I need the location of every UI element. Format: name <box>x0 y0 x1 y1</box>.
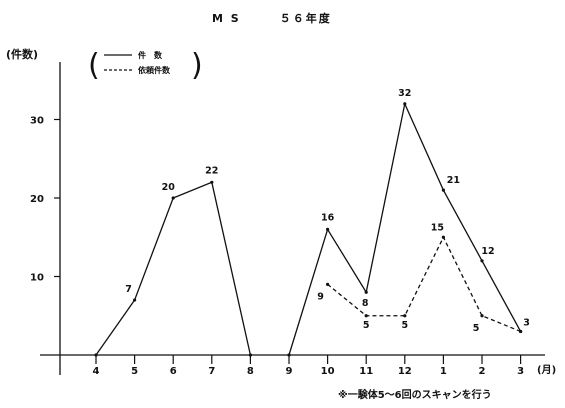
legend-label-requests: 依頼件数 <box>138 65 171 75</box>
series-cases-point <box>210 180 214 184</box>
y-tick-label: 30 <box>30 116 44 127</box>
series-layer <box>94 101 523 357</box>
y-axis-label: (件数) <box>6 47 38 61</box>
data-label-requests: 5 <box>401 320 408 331</box>
series-requests-point <box>480 314 484 318</box>
x-tick-label: 8 <box>247 366 254 377</box>
data-label-requests: 5 <box>473 323 480 334</box>
series-requests-point <box>441 235 445 239</box>
legend-bracket-left: ( <box>88 48 100 83</box>
x-tick-label: 1 <box>440 366 447 377</box>
x-tick-label: 11 <box>359 366 373 377</box>
data-label-cases: 7 <box>125 284 132 295</box>
series-cases-point <box>326 227 330 231</box>
series-cases-point <box>403 102 407 106</box>
series-cases-point <box>133 298 137 302</box>
x-axis-unit-label: (月) <box>537 364 556 376</box>
data-label-cases: 22 <box>205 165 218 176</box>
data-label-requests: 15 <box>431 222 444 233</box>
x-tick-label: 5 <box>131 366 138 377</box>
series-cases-point <box>441 188 445 192</box>
data-label-cases: 21 <box>447 175 460 186</box>
legend-bracket-right: ) <box>191 48 203 83</box>
series-cases-point <box>364 290 368 294</box>
series-cases-point <box>287 353 291 357</box>
footnote: ※一験体5～6回のスキャンを行う <box>338 388 492 401</box>
x-tick-label: 3 <box>517 366 524 377</box>
data-labels: 7 20 22 16 8 32 21 12 3 9 5 5 15 5 <box>125 88 530 334</box>
data-label-requests: 5 <box>363 320 370 331</box>
data-label-cases: 3 <box>523 317 530 328</box>
y-tick-label: 20 <box>30 194 44 205</box>
x-tick-label: 10 <box>321 366 335 377</box>
series-requests-point <box>364 314 368 318</box>
series-cases-point <box>94 353 98 357</box>
series-cases-line <box>95 181 252 356</box>
series-requests-point <box>326 282 330 286</box>
data-label-cases: 12 <box>481 246 494 257</box>
series-cases-point <box>171 196 175 200</box>
x-tick-label: 4 <box>93 366 100 377</box>
x-tick-label: 12 <box>398 366 412 377</box>
series-requests-point <box>403 314 407 318</box>
x-tick-label: 2 <box>479 366 486 377</box>
legend: ( 件 数 依頼件数 ) <box>88 48 203 83</box>
chart-title: M S ５６年度 <box>212 11 332 25</box>
data-label-requests: 9 <box>317 291 324 302</box>
x-tick-label: 7 <box>208 366 215 377</box>
y-tick-label: 10 <box>30 273 44 284</box>
data-label-cases: 20 <box>162 182 176 193</box>
data-label-cases: 16 <box>321 212 335 223</box>
series-cases-point <box>480 259 484 263</box>
data-label-cases: 8 <box>362 298 369 309</box>
data-label-cases: 32 <box>398 88 411 99</box>
series-cases-point <box>248 353 252 357</box>
legend-label-cases: 件 数 <box>138 50 163 60</box>
x-tick-label: 6 <box>170 366 177 377</box>
series-requests-point <box>519 329 523 334</box>
x-tick-label: 9 <box>286 366 293 377</box>
